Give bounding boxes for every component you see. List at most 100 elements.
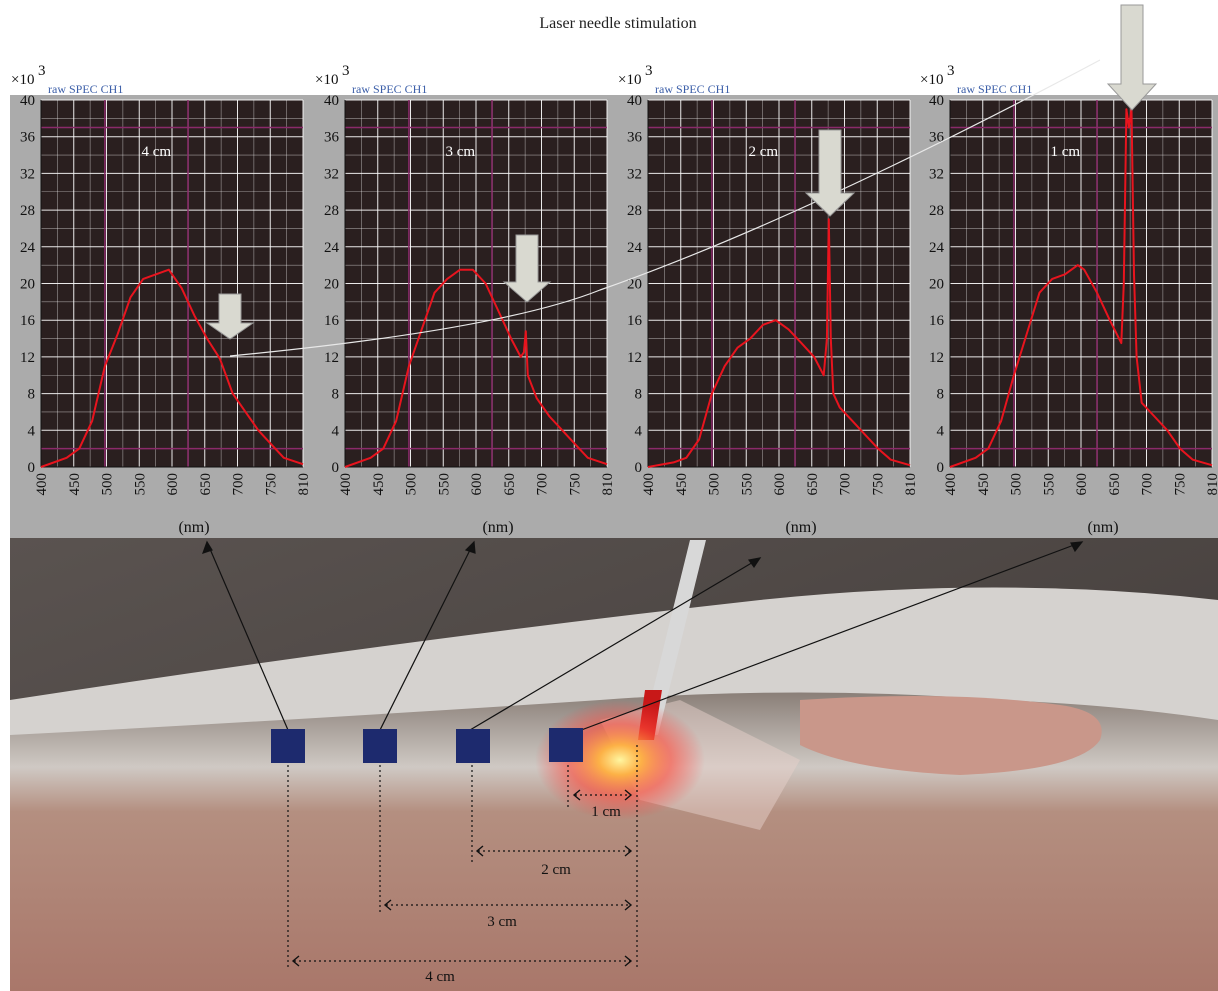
distance-label: 3 cm [445,144,475,160]
y-tick-label: 16 [324,313,340,329]
y-tick-label: 32 [324,166,339,182]
y-tick-label: 24 [20,240,36,256]
x-tick-label: 450 [976,473,992,496]
distance-brackets [287,745,638,968]
distance-label: 4 cm [141,144,171,160]
y-tick-label: 4 [937,423,945,439]
spectrum-chart-4cm: 0 4 8 12 16 20 24 28 32 36 40 400 450 500 550 600 650 700… [11,63,312,536]
y-tick-label: 36 [20,130,36,146]
spectrum-chart-1cm: 0 4 8 12 16 20 24 28 32 36 40 400 450 500 550 600 650 700… [920,63,1218,536]
y-tick-label: 28 [627,203,642,219]
x-tick-label: 400 [338,473,354,496]
y-tick-label: 40 [20,93,35,109]
x-tick-label: 700 [1140,473,1156,496]
y-tick-label: 20 [929,277,944,293]
y-tick-label: 32 [20,166,35,182]
y-tick-label: 8 [332,387,340,403]
y-tick-label: 32 [929,166,944,182]
x-axis-label: (nm) [785,519,816,536]
y-tick-label: 40 [929,93,944,109]
measurement-point-4cm [271,729,305,763]
channel-label: raw SPEC CH1 [352,82,427,96]
y-exponent: 3 [342,63,350,79]
y-tick-label: 28 [324,203,339,219]
y-tick-label: 12 [324,350,339,366]
y-tick-label: 20 [324,277,339,293]
pointer-2cm [469,557,761,731]
y-tick-label: 40 [627,93,642,109]
arrow-2cm [804,129,856,217]
y-tick-label: 16 [627,313,643,329]
x-tick-label: 600 [1074,473,1090,496]
x-tick-label: 750 [263,473,279,496]
peak-arrows [205,4,1158,340]
distance-label-1cm: 1 cm [591,804,621,820]
pointer-3cm-head [464,540,476,554]
channel-label: raw SPEC CH1 [655,82,730,96]
x-tick-label: 650 [198,473,214,496]
x-tick-label: 550 [1041,473,1057,496]
x-tick-label: 810 [600,473,616,496]
x-tick-label: 500 [1009,473,1025,496]
x-tick-label: 810 [1205,473,1218,496]
y-tick-label: 20 [20,277,35,293]
figure-title: Laser needle stimulation [539,15,696,32]
x-tick-label: 450 [371,473,387,496]
x-tick-label: 600 [469,473,485,496]
x-tick-label: 400 [943,473,959,496]
x-tick-label: 700 [231,473,247,496]
measurement-point-1cm [549,728,583,762]
y-tick-label: 12 [627,350,642,366]
x-tick-label: 650 [1107,473,1123,496]
measurement-point-2cm [456,729,490,763]
x-axis-label: (nm) [1087,519,1118,536]
spectrum-line [344,268,608,468]
y-tick-label: 0 [937,460,945,476]
y-exponent: 3 [947,63,955,79]
y-tick-label: 4 [635,423,643,439]
distance-label-3cm: 3 cm [487,914,517,930]
y-tick-label: 12 [20,350,35,366]
x-tick-label: 500 [100,473,116,496]
measurement-points [271,728,583,763]
photo [10,536,1218,991]
x-tick-label: 450 [674,473,690,496]
y-tick-label: 16 [929,313,945,329]
y-multiplier: ×10 [11,72,34,88]
y-exponent: 3 [645,63,653,79]
x-tick-label: 650 [805,473,821,496]
y-tick-label: 28 [929,203,944,219]
measurement-point-3cm [363,729,397,763]
y-tick-label: 40 [324,93,339,109]
x-tick-label: 500 [707,473,723,496]
x-tick-label: 700 [535,473,551,496]
y-tick-label: 20 [627,277,642,293]
y-tick-label: 8 [635,387,643,403]
y-tick-label: 8 [28,387,36,403]
x-axis-label: (nm) [178,519,209,536]
channel-label: raw SPEC CH1 [957,82,1032,96]
y-tick-label: 24 [627,240,643,256]
y-multiplier: ×10 [920,72,943,88]
y-tick-label: 4 [332,423,340,439]
x-tick-label: 450 [67,473,83,496]
x-tick-label: 750 [870,473,886,496]
y-tick-label: 0 [28,460,36,476]
y-tick-label: 36 [324,130,340,146]
y-tick-label: 24 [929,240,945,256]
x-tick-label: 810 [903,473,919,496]
y-tick-label: 36 [627,130,643,146]
arrow-3cm [502,234,552,303]
x-tick-label: 550 [739,473,755,496]
y-tick-label: 28 [20,203,35,219]
spectrum-chart-3cm: 0 4 8 12 16 20 24 28 32 36 40 400 450 500 550 600 650 700… [315,63,616,536]
x-tick-label: 750 [567,473,583,496]
y-tick-label: 4 [28,423,36,439]
laser-needle [642,540,706,735]
arrow-4cm [205,293,255,340]
x-tick-label: 600 [772,473,788,496]
thumb [800,696,1102,775]
x-axis-label: (nm) [482,519,513,536]
peak-trend-line [229,59,1101,357]
